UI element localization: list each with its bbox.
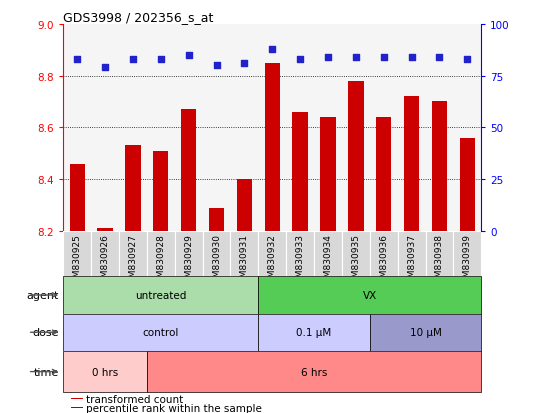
- Text: GSM830933: GSM830933: [295, 234, 305, 288]
- Bar: [426, 231, 453, 277]
- Text: GSM830925: GSM830925: [73, 234, 82, 288]
- Point: [435, 55, 444, 61]
- Bar: [147, 231, 175, 277]
- Point: [463, 57, 472, 63]
- Text: VX: VX: [362, 290, 377, 300]
- Bar: [376, 118, 392, 231]
- Point: [73, 57, 81, 63]
- Text: GSM830932: GSM830932: [268, 234, 277, 288]
- Text: GSM830929: GSM830929: [184, 234, 193, 288]
- Bar: [63, 277, 258, 314]
- Text: GSM830928: GSM830928: [156, 234, 166, 288]
- Point: [268, 46, 277, 53]
- Text: GSM830927: GSM830927: [128, 234, 138, 288]
- Bar: [91, 231, 119, 277]
- Bar: [230, 231, 258, 277]
- Bar: [265, 64, 280, 231]
- Text: dose: dose: [32, 328, 59, 337]
- Bar: [404, 97, 419, 231]
- Bar: [398, 231, 426, 277]
- Text: control: control: [142, 328, 179, 337]
- Text: 10 μM: 10 μM: [410, 328, 442, 337]
- Text: transformed count: transformed count: [86, 394, 183, 404]
- Point: [156, 57, 165, 63]
- Text: GSM830930: GSM830930: [212, 234, 221, 288]
- Point: [407, 55, 416, 61]
- Bar: [370, 314, 481, 351]
- Point: [129, 57, 138, 63]
- Bar: [69, 164, 85, 231]
- Text: percentile rank within the sample: percentile rank within the sample: [86, 403, 262, 413]
- Bar: [209, 208, 224, 231]
- Bar: [293, 113, 308, 231]
- Text: GSM830926: GSM830926: [101, 234, 109, 288]
- Text: GSM830931: GSM830931: [240, 234, 249, 288]
- Bar: [320, 118, 336, 231]
- Text: GSM830939: GSM830939: [463, 234, 472, 288]
- Bar: [432, 102, 447, 231]
- Point: [323, 55, 332, 61]
- Bar: [236, 180, 252, 231]
- Text: GSM830937: GSM830937: [407, 234, 416, 288]
- Bar: [119, 231, 147, 277]
- Bar: [63, 231, 91, 277]
- Bar: [348, 82, 364, 231]
- Point: [101, 65, 109, 71]
- Bar: [63, 351, 147, 392]
- Text: GSM830934: GSM830934: [323, 234, 333, 288]
- Point: [212, 63, 221, 69]
- Bar: [181, 110, 196, 231]
- Bar: [342, 231, 370, 277]
- Bar: [63, 314, 258, 351]
- Bar: [97, 229, 113, 231]
- Text: 0.1 μM: 0.1 μM: [296, 328, 332, 337]
- Text: untreated: untreated: [135, 290, 186, 300]
- Bar: [314, 231, 342, 277]
- Bar: [258, 277, 481, 314]
- Text: 6 hrs: 6 hrs: [301, 367, 327, 377]
- Point: [184, 52, 193, 59]
- Bar: [258, 314, 370, 351]
- Point: [240, 61, 249, 67]
- Bar: [286, 231, 314, 277]
- Point: [296, 57, 305, 63]
- Bar: [70, 398, 84, 399]
- Text: agent: agent: [27, 290, 59, 300]
- Text: GSM830936: GSM830936: [379, 234, 388, 288]
- Text: GSM830935: GSM830935: [351, 234, 360, 288]
- Text: time: time: [34, 367, 59, 377]
- Bar: [125, 146, 141, 231]
- Bar: [202, 231, 230, 277]
- Bar: [175, 231, 202, 277]
- Bar: [147, 351, 481, 392]
- Bar: [370, 231, 398, 277]
- Text: 0 hrs: 0 hrs: [92, 367, 118, 377]
- Bar: [153, 151, 168, 231]
- Text: GDS3998 / 202356_s_at: GDS3998 / 202356_s_at: [63, 11, 213, 24]
- Point: [379, 55, 388, 61]
- Point: [351, 55, 360, 61]
- Bar: [460, 138, 475, 231]
- Bar: [258, 231, 286, 277]
- Text: GSM830938: GSM830938: [435, 234, 444, 288]
- Bar: [453, 231, 481, 277]
- Bar: [70, 407, 84, 408]
